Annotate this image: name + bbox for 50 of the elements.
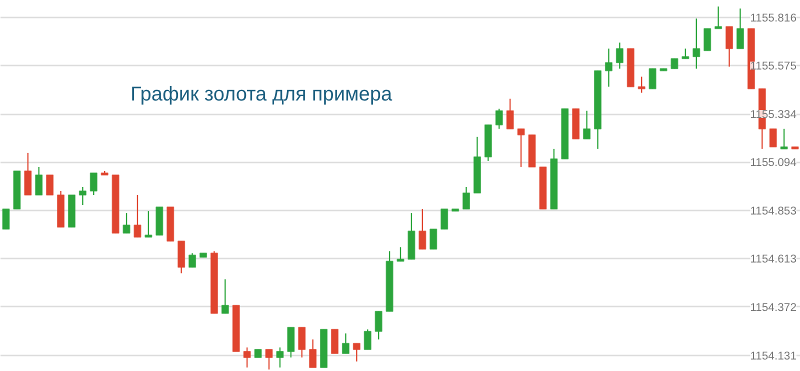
candlestick: [418, 208, 426, 250]
candlestick: [309, 338, 317, 368]
candlestick: [780, 128, 788, 150]
y-tick-label: 1154.853: [750, 205, 797, 218]
y-tick-label: 1154.372: [750, 302, 797, 314]
candlestick: [122, 212, 130, 234]
candlestick: [78, 186, 86, 206]
candlestick: [517, 128, 525, 168]
candlestick: [506, 98, 514, 130]
candlestick: [90, 172, 98, 196]
candlestick: [583, 110, 591, 140]
y-tick-label: 1155.094: [750, 157, 797, 170]
candlestick: [364, 328, 372, 350]
candlestick: [616, 42, 624, 70]
candlestick: [243, 346, 251, 368]
candlestick: [396, 246, 404, 262]
candlestick: [692, 18, 700, 70]
candlestick: [134, 194, 142, 238]
candlestick: [298, 326, 306, 358]
candlestick: [670, 58, 678, 70]
candlestick: [144, 210, 152, 238]
y-tick-label: 1155.816: [750, 12, 797, 24]
candlestick: [221, 278, 229, 314]
candlestick: [462, 186, 470, 210]
candlestick: [714, 6, 722, 30]
candlestick: [352, 342, 360, 362]
candlestick: [769, 128, 777, 148]
candlestick: [495, 108, 503, 130]
candlestick: [736, 8, 744, 50]
y-tick-label: 1155.575: [750, 60, 797, 73]
candlestick: [604, 48, 613, 88]
annotation: График золота для примера: [130, 84, 394, 106]
candlestick: [725, 26, 734, 68]
candlestick: [440, 208, 448, 230]
candlestick: [374, 310, 382, 340]
candlestick: [638, 76, 646, 94]
y-tick-label: 1155.334: [750, 109, 797, 122]
candlestick: [648, 68, 656, 90]
candlestick: [704, 28, 712, 52]
candlestick: [35, 166, 43, 196]
candlestick: [342, 332, 350, 354]
candlestick: [265, 348, 273, 370]
y-tick-label: 1154.131: [750, 350, 797, 362]
candlestick: [46, 174, 54, 196]
candlestick: [682, 48, 690, 60]
candlestick: [276, 346, 284, 368]
candlestick: [2, 208, 10, 230]
candlestick: [188, 252, 196, 268]
y-tick-label: 1154.613: [750, 254, 797, 266]
candlestick: [430, 228, 438, 250]
